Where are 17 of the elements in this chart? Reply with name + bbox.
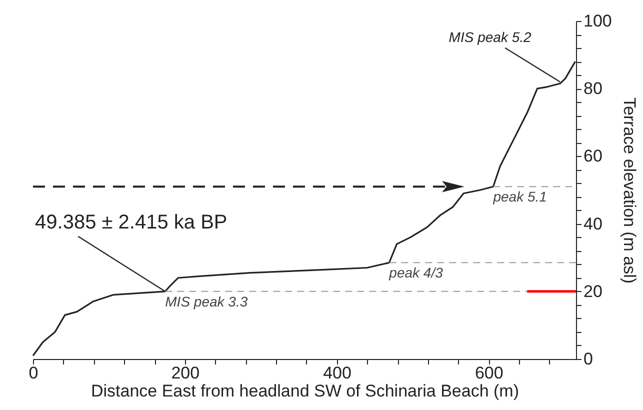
ref-line-label: MIS peak 3.3	[165, 293, 248, 310]
annotation: 49.385 ± 2.415 ka BP	[35, 211, 228, 234]
ref-line-label: peak 5.1	[492, 188, 547, 205]
x-axis-title: Distance East from headland SW of Schinaria Beach (m)	[90, 382, 520, 400]
y-tick-label: 20	[584, 282, 602, 301]
y-tick-label: 100	[584, 12, 612, 30]
x-tick-label: 400	[323, 364, 352, 382]
y-tick-label: 80	[584, 79, 602, 98]
x-tick-label: 0	[28, 364, 38, 382]
y-tick-label: 0	[584, 350, 593, 368]
y-tick-label: 60	[584, 146, 602, 166]
y-tick-label: 40	[584, 214, 602, 234]
x-tick-label: 200	[171, 364, 200, 382]
ref-line-label: peak 4/3	[388, 264, 444, 281]
x-tick-label: 600	[474, 364, 504, 382]
annotation: MIS peak 5.2	[448, 28, 532, 45]
y-axis-title: Terrace elevation (m asl)	[620, 97, 639, 284]
